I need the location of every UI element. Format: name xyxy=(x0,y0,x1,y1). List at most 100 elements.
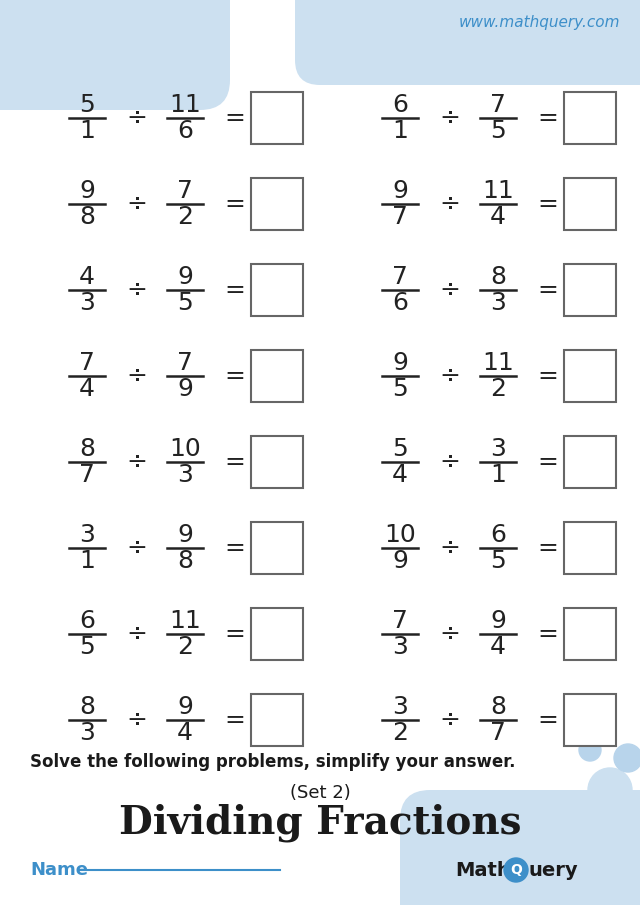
Text: =: = xyxy=(538,450,559,474)
Text: ÷: ÷ xyxy=(440,106,460,130)
Text: 9: 9 xyxy=(79,179,95,203)
Text: ÷: ÷ xyxy=(440,622,460,646)
Text: 8: 8 xyxy=(177,549,193,573)
Text: 4: 4 xyxy=(490,635,506,659)
FancyBboxPatch shape xyxy=(400,790,640,905)
Text: 7: 7 xyxy=(177,179,193,203)
Text: ÷: ÷ xyxy=(127,106,147,130)
Text: ÷: ÷ xyxy=(440,450,460,474)
Text: 5: 5 xyxy=(79,635,95,659)
Text: 10: 10 xyxy=(169,437,201,461)
Bar xyxy=(251,522,303,574)
FancyBboxPatch shape xyxy=(0,0,230,110)
Text: 1: 1 xyxy=(79,549,95,573)
Text: 8: 8 xyxy=(490,695,506,719)
Text: =: = xyxy=(225,192,245,216)
Text: 11: 11 xyxy=(169,93,201,117)
Text: 3: 3 xyxy=(79,523,95,547)
Text: 2: 2 xyxy=(177,635,193,659)
Text: ÷: ÷ xyxy=(440,536,460,560)
Bar xyxy=(564,522,616,574)
Text: 3: 3 xyxy=(79,721,95,745)
Text: =: = xyxy=(225,536,245,560)
Text: 4: 4 xyxy=(79,377,95,401)
Text: 3: 3 xyxy=(490,291,506,315)
Text: Math: Math xyxy=(455,861,511,880)
Text: 11: 11 xyxy=(482,351,514,375)
Text: 3: 3 xyxy=(392,695,408,719)
Text: www.mathquery.com: www.mathquery.com xyxy=(458,14,620,30)
Text: 5: 5 xyxy=(79,93,95,117)
Bar xyxy=(251,694,303,746)
Text: 6: 6 xyxy=(392,291,408,315)
Bar xyxy=(251,350,303,402)
Text: =: = xyxy=(225,278,245,302)
Text: (Set 2): (Set 2) xyxy=(290,784,350,802)
Text: 6: 6 xyxy=(79,609,95,633)
Text: 7: 7 xyxy=(392,609,408,633)
Text: 6: 6 xyxy=(392,93,408,117)
Text: =: = xyxy=(538,536,559,560)
Text: 9: 9 xyxy=(177,265,193,289)
Bar xyxy=(564,350,616,402)
Bar xyxy=(251,92,303,144)
Text: 7: 7 xyxy=(79,463,95,487)
Text: 4: 4 xyxy=(79,265,95,289)
Bar xyxy=(564,436,616,488)
Text: 4: 4 xyxy=(177,721,193,745)
Text: uery: uery xyxy=(528,861,578,880)
Text: =: = xyxy=(225,622,245,646)
Text: 3: 3 xyxy=(177,463,193,487)
Bar xyxy=(564,608,616,660)
Text: ÷: ÷ xyxy=(127,364,147,388)
Text: 11: 11 xyxy=(482,179,514,203)
Text: 11: 11 xyxy=(169,609,201,633)
Text: ÷: ÷ xyxy=(127,450,147,474)
Text: Q: Q xyxy=(510,863,522,877)
Text: =: = xyxy=(225,450,245,474)
Text: 9: 9 xyxy=(392,351,408,375)
Text: 9: 9 xyxy=(392,179,408,203)
Bar xyxy=(564,694,616,746)
Text: 4: 4 xyxy=(392,463,408,487)
Bar xyxy=(564,178,616,230)
Circle shape xyxy=(579,739,601,761)
Text: Solve the following problems, simplify your answer.: Solve the following problems, simplify y… xyxy=(30,753,515,771)
Text: ÷: ÷ xyxy=(440,708,460,732)
Text: ÷: ÷ xyxy=(127,708,147,732)
Text: 2: 2 xyxy=(177,205,193,229)
Text: 5: 5 xyxy=(392,437,408,461)
Text: 7: 7 xyxy=(79,351,95,375)
Text: Dividing Fractions: Dividing Fractions xyxy=(119,804,521,843)
Text: 8: 8 xyxy=(79,437,95,461)
Text: 9: 9 xyxy=(490,609,506,633)
Circle shape xyxy=(614,744,640,772)
Text: =: = xyxy=(538,106,559,130)
Text: =: = xyxy=(538,278,559,302)
Text: 2: 2 xyxy=(490,377,506,401)
Text: =: = xyxy=(538,364,559,388)
Text: 3: 3 xyxy=(490,437,506,461)
Text: 10: 10 xyxy=(384,523,416,547)
Text: 5: 5 xyxy=(490,119,506,143)
Text: =: = xyxy=(538,622,559,646)
Text: 6: 6 xyxy=(490,523,506,547)
Text: 7: 7 xyxy=(392,205,408,229)
Circle shape xyxy=(504,858,528,882)
Text: 1: 1 xyxy=(79,119,95,143)
Bar xyxy=(564,264,616,316)
Text: 5: 5 xyxy=(392,377,408,401)
Bar xyxy=(251,608,303,660)
Text: 2: 2 xyxy=(392,721,408,745)
Text: ÷: ÷ xyxy=(440,364,460,388)
Text: 4: 4 xyxy=(490,205,506,229)
Text: 7: 7 xyxy=(392,265,408,289)
Text: =: = xyxy=(225,708,245,732)
FancyBboxPatch shape xyxy=(295,0,640,85)
Text: 5: 5 xyxy=(177,291,193,315)
Text: 3: 3 xyxy=(392,635,408,659)
Text: ÷: ÷ xyxy=(440,192,460,216)
Circle shape xyxy=(588,768,632,812)
Text: ÷: ÷ xyxy=(127,278,147,302)
Text: 9: 9 xyxy=(177,523,193,547)
